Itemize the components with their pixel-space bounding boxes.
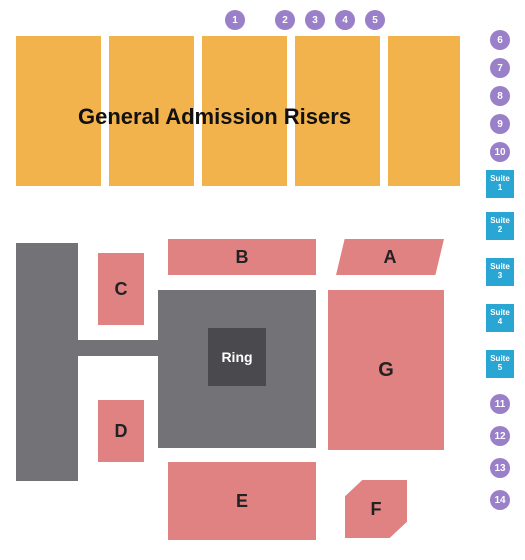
suite-number: 3 — [498, 272, 502, 281]
legend-circle-2[interactable]: 2 — [275, 10, 295, 30]
legend-circle-1[interactable]: 1 — [225, 10, 245, 30]
suite-1[interactable]: Suite1 — [486, 170, 514, 198]
ring-label: Ring — [208, 328, 266, 386]
riser-block-5[interactable] — [388, 36, 460, 186]
legend-circle-3[interactable]: 3 — [305, 10, 325, 30]
section-d[interactable]: D — [98, 400, 144, 462]
suite-number: 5 — [498, 364, 502, 373]
legend-circle-9[interactable]: 9 — [490, 114, 510, 134]
riser-label: General Admission Risers — [78, 104, 351, 130]
suite-number: 1 — [498, 184, 502, 193]
suite-3[interactable]: Suite3 — [486, 258, 514, 286]
section-f[interactable]: F — [345, 480, 407, 538]
suite-2[interactable]: Suite2 — [486, 212, 514, 240]
legend-circle-12[interactable]: 12 — [490, 426, 510, 446]
section-b[interactable]: B — [168, 239, 316, 275]
legend-circle-6[interactable]: 6 — [490, 30, 510, 50]
section-a[interactable]: A — [336, 239, 444, 275]
legend-circle-5[interactable]: 5 — [365, 10, 385, 30]
section-e[interactable]: E — [168, 462, 316, 540]
section-g[interactable]: G — [328, 290, 444, 450]
suite-4[interactable]: Suite4 — [486, 304, 514, 332]
legend-circle-10[interactable]: 10 — [490, 142, 510, 162]
legend-circle-11[interactable]: 11 — [490, 394, 510, 414]
legend-circle-8[interactable]: 8 — [490, 86, 510, 106]
stage-runway — [78, 340, 158, 356]
suite-number: 4 — [498, 318, 502, 327]
legend-circle-7[interactable]: 7 — [490, 58, 510, 78]
stage-block — [16, 243, 78, 481]
suite-number: 2 — [498, 226, 502, 235]
section-c[interactable]: C — [98, 253, 144, 325]
legend-circle-14[interactable]: 14 — [490, 490, 510, 510]
legend-circle-13[interactable]: 13 — [490, 458, 510, 478]
suite-5[interactable]: Suite5 — [486, 350, 514, 378]
legend-circle-4[interactable]: 4 — [335, 10, 355, 30]
seating-chart: General Admission RisersRingABCDEFG12345… — [0, 0, 525, 560]
